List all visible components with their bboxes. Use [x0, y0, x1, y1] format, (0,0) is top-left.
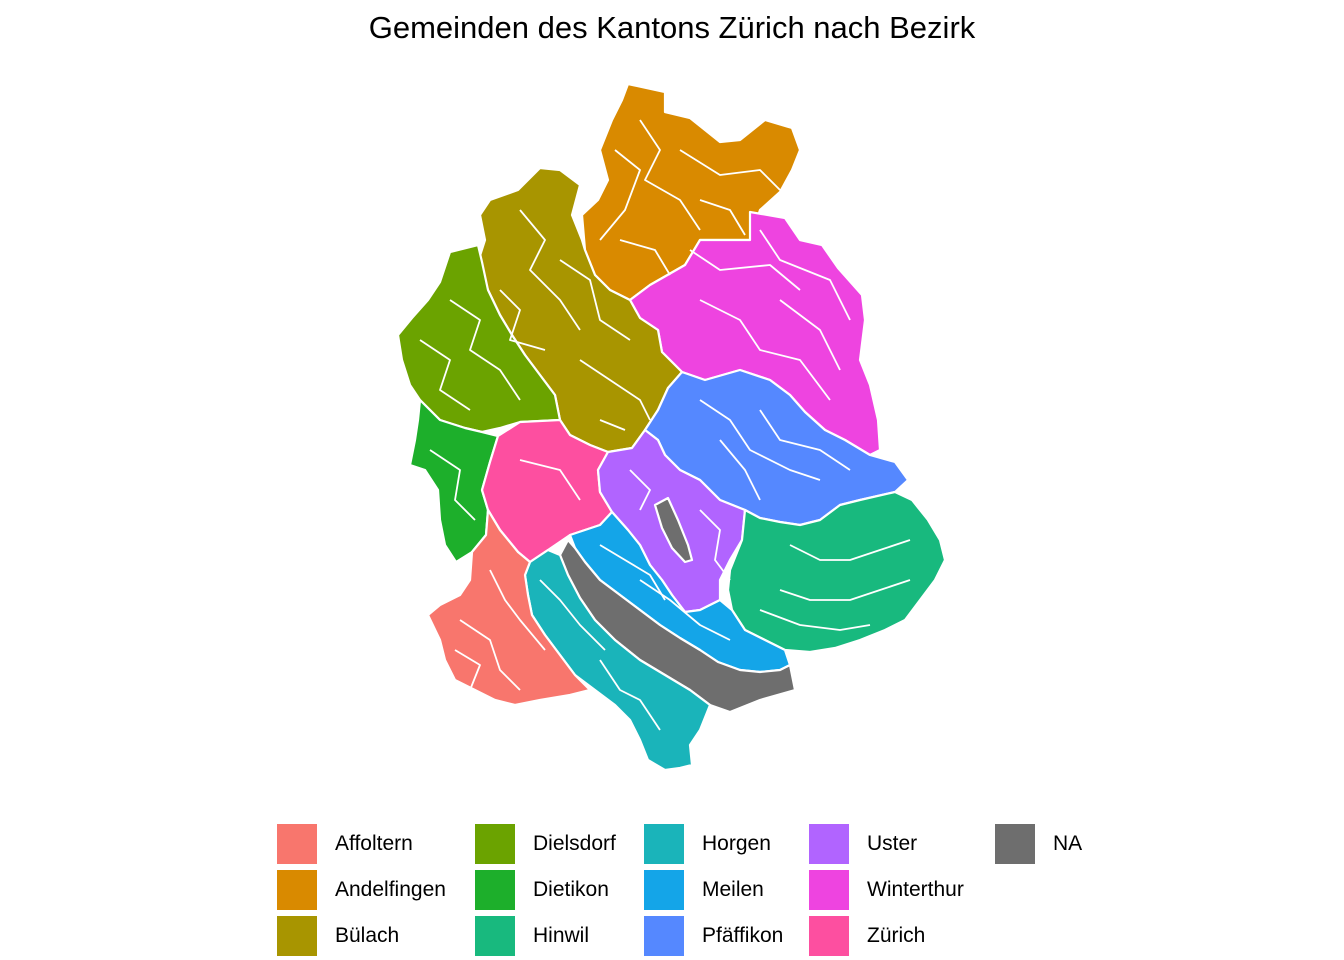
municipality-border: [539, 579, 606, 651]
municipality-border: [599, 659, 661, 731]
municipality-border: [639, 119, 701, 231]
legend-label: Winterthur: [867, 878, 964, 901]
legend-item-meilen: Meilen: [644, 870, 764, 910]
municipality-border: [759, 409, 851, 471]
district-na: [558, 496, 797, 714]
legend-item-andelfingen: Andelfingen: [277, 870, 446, 910]
legend-item-pfaffikon: Pfäffikon: [644, 916, 783, 956]
municipality-border: [699, 509, 731, 581]
district-affoltern: [426, 508, 592, 707]
municipality-border: [489, 569, 546, 651]
municipality-border: [599, 149, 641, 241]
municipality-border: [499, 289, 546, 351]
legend-label: Uster: [867, 832, 918, 855]
legend-label: Affoltern: [335, 832, 413, 855]
legend-item-hinwil: Hinwil: [475, 916, 589, 956]
legend-swatch: [644, 824, 684, 864]
municipality-border: [639, 579, 731, 641]
municipality-border: [719, 439, 761, 501]
legend-swatch: [475, 916, 515, 956]
municipality-border: [599, 419, 626, 431]
municipality-border: [429, 449, 476, 521]
legend-swatch: [277, 824, 317, 864]
legend-swatch: [475, 870, 515, 910]
municipality-border: [679, 149, 781, 191]
municipality-border: [699, 299, 831, 401]
municipality-border: [419, 339, 471, 411]
legend-item-affoltern: Affoltern: [277, 824, 413, 864]
municipality-border: [629, 469, 651, 511]
legend-label: Zürich: [867, 924, 926, 947]
map-legend: Affoltern Andelfingen Bülach Dielsdorf Dieti…: [277, 824, 1117, 956]
legend-item-zurich: Zürich: [809, 916, 925, 956]
legend-item-na: NA: [995, 824, 1082, 864]
legend-label: Horgen: [702, 832, 771, 855]
municipality-border: [789, 539, 911, 561]
district-dielsdorf: [396, 243, 562, 434]
municipality-border: [759, 229, 851, 321]
legend-item-uster: Uster: [809, 824, 917, 864]
municipality-border: [519, 459, 581, 501]
municipality-border: [759, 609, 871, 631]
municipality-border: [599, 544, 666, 601]
legend-label: Dielsdorf: [533, 832, 616, 855]
municipality-border: [449, 299, 521, 401]
legend-swatch: [644, 916, 684, 956]
legend-swatch: [644, 870, 684, 910]
legend-swatch: [809, 870, 849, 910]
legend-swatch: [995, 824, 1035, 864]
legend-label: Bülach: [335, 924, 400, 947]
municipality-border: [579, 359, 651, 421]
legend-swatch: [475, 824, 515, 864]
legend-item-bulach: Bülach: [277, 916, 399, 956]
legend-label: Pfäffikon: [702, 924, 784, 947]
municipality-border: [619, 239, 671, 276]
legend-label: Meilen: [702, 878, 764, 901]
municipality-border: [459, 619, 521, 691]
legend-item-horgen: Horgen: [644, 824, 771, 864]
municipality-border: [559, 259, 631, 341]
municipality-border: [699, 199, 746, 236]
legend-label: Andelfingen: [335, 878, 446, 901]
municipality-border: [689, 249, 801, 291]
legend-item-dielsdorf: Dielsdorf: [475, 824, 616, 864]
legend-label: Dietikon: [533, 878, 609, 901]
map-title: Gemeinden des Kantons Zürich nach Bezirk: [368, 10, 976, 45]
municipality-border: [454, 649, 481, 691]
legend-swatch: [809, 916, 849, 956]
municipality-border: [779, 579, 911, 601]
legend-swatch: [277, 916, 317, 956]
legend-item-dietikon: Dietikon: [475, 870, 609, 910]
municipality-border: [699, 399, 821, 481]
municipality-border: [779, 299, 841, 371]
municipality-border: [519, 209, 581, 331]
legend-swatch: [277, 870, 317, 910]
legend-label: NA: [1053, 832, 1083, 855]
legend-label: Hinwil: [533, 924, 590, 947]
legend-item-winterthur: Winterthur: [809, 870, 964, 910]
legend-swatch: [809, 824, 849, 864]
